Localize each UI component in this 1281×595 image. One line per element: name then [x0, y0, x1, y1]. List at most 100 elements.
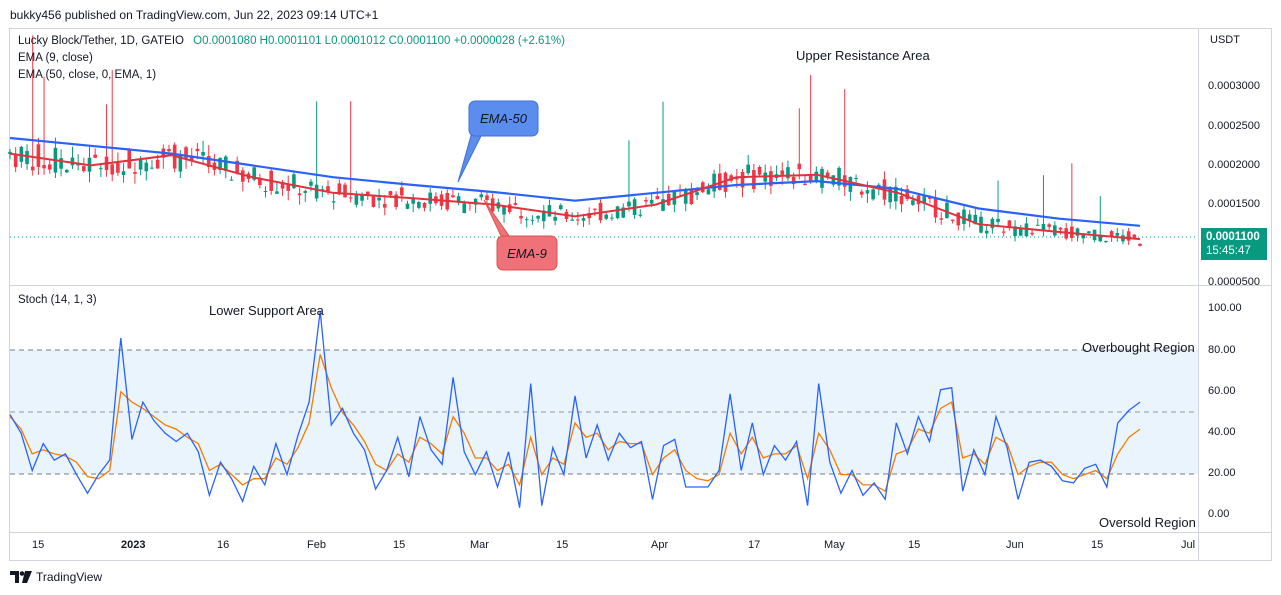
time-tick: 15	[393, 539, 406, 551]
stoch-tick: 60.00	[1208, 385, 1236, 397]
candle-body	[530, 219, 535, 221]
candle-body	[717, 173, 722, 190]
candle-body	[911, 200, 915, 205]
price-tick: 0.0003000	[1208, 80, 1260, 92]
candle-body	[394, 194, 398, 207]
stoch-legend[interactable]: Stoch (14, 1, 3)	[18, 294, 97, 306]
candle-body	[326, 186, 330, 192]
overbought-label: Overbought Region	[1082, 340, 1195, 355]
price-tick: 0.0002000	[1208, 159, 1260, 171]
candle-body	[894, 186, 898, 202]
candle-body	[984, 230, 989, 234]
time-tick: 15	[908, 539, 921, 551]
candle-body	[82, 166, 86, 172]
time-axis-divider	[9, 532, 1272, 533]
stoch-tick: 80.00	[1208, 344, 1236, 356]
candle-body	[1035, 224, 1040, 226]
candle-body	[144, 162, 149, 172]
candle-body	[360, 194, 364, 201]
ema50-callout-box[interactable]	[468, 100, 539, 137]
candle-body	[13, 154, 18, 168]
candle-body	[928, 197, 932, 199]
candle-body	[36, 144, 41, 167]
candle-body	[59, 158, 63, 169]
candle-body	[189, 156, 194, 161]
candle-body	[297, 193, 302, 196]
candle-body	[382, 203, 387, 208]
candle-body	[99, 168, 103, 170]
candle-body	[314, 184, 319, 199]
candle-body	[1138, 243, 1142, 246]
candle-body	[1098, 235, 1103, 242]
candle-body	[462, 203, 467, 214]
candle-body	[331, 201, 336, 203]
candle-body	[780, 170, 785, 175]
tradingview-logo[interactable]: TradingView	[10, 570, 102, 584]
price-axis-divider	[1198, 28, 1199, 561]
candle-body	[365, 191, 370, 196]
candles-group	[8, 35, 1142, 247]
candle-body	[1087, 231, 1091, 234]
candle-body	[110, 164, 115, 175]
price-tick: 0.0001500	[1208, 198, 1260, 210]
candle-body	[320, 189, 325, 191]
candle-body	[581, 218, 586, 221]
candle-body	[280, 182, 285, 189]
candle-body	[541, 210, 546, 222]
candle-body	[263, 191, 268, 193]
candle-body	[451, 195, 455, 198]
stoch-tick: 0.00	[1208, 508, 1230, 520]
currency-label[interactable]: USDT	[1210, 34, 1240, 46]
candle-body	[962, 209, 966, 224]
candle-body	[604, 214, 609, 219]
time-tick: Mar	[470, 539, 489, 551]
candle-body	[121, 171, 126, 176]
candle-body	[825, 172, 830, 177]
candle-body	[354, 195, 359, 205]
pane-divider[interactable]	[9, 285, 1272, 286]
stoch-tick: 40.00	[1208, 426, 1236, 438]
candle-body	[1115, 233, 1120, 236]
candle-body	[1053, 225, 1057, 236]
candle-body	[206, 156, 211, 168]
candle-body	[1047, 224, 1051, 227]
candle-body	[116, 162, 120, 173]
candle-body	[371, 196, 376, 207]
candle-body	[996, 218, 1000, 222]
ema9-callout-box[interactable]	[496, 235, 558, 271]
ema9-legend[interactable]: EMA (9, close)	[18, 52, 93, 64]
time-tick: 2023	[121, 539, 146, 551]
candle-body	[377, 197, 381, 201]
candle-body	[615, 206, 620, 219]
time-tick: May	[824, 539, 845, 551]
candle-body	[973, 214, 978, 225]
candle-body	[218, 157, 222, 170]
candle-body	[769, 171, 773, 186]
candle-body	[752, 169, 756, 190]
stoch-k-line	[9, 311, 1141, 508]
candle-body	[405, 203, 410, 209]
candle-body	[167, 149, 171, 152]
candle-body	[252, 167, 256, 180]
candle-body	[627, 201, 631, 207]
candle-body	[286, 184, 291, 191]
stoch-tick: 100.00	[1208, 302, 1242, 314]
candle-body	[723, 172, 728, 192]
candle-body	[576, 219, 580, 221]
candle-body	[553, 216, 557, 221]
candle-body	[1013, 226, 1017, 237]
candle-body	[757, 166, 762, 175]
candle-body	[695, 192, 699, 196]
time-tick: Jun	[1006, 539, 1024, 551]
candle-body	[1132, 234, 1137, 239]
candle-body	[235, 160, 239, 173]
ema50-legend[interactable]: EMA (50, close, 0, EMA, 1)	[18, 69, 157, 81]
candle-body	[661, 199, 665, 211]
main-legend[interactable]: Lucky Block/Tether, 1D, GATEIO O0.000108…	[18, 35, 565, 47]
candle-body	[649, 199, 654, 204]
candle-body	[8, 151, 12, 154]
candle-body	[30, 166, 35, 171]
candle-body	[950, 219, 955, 221]
candle-body	[621, 207, 626, 218]
